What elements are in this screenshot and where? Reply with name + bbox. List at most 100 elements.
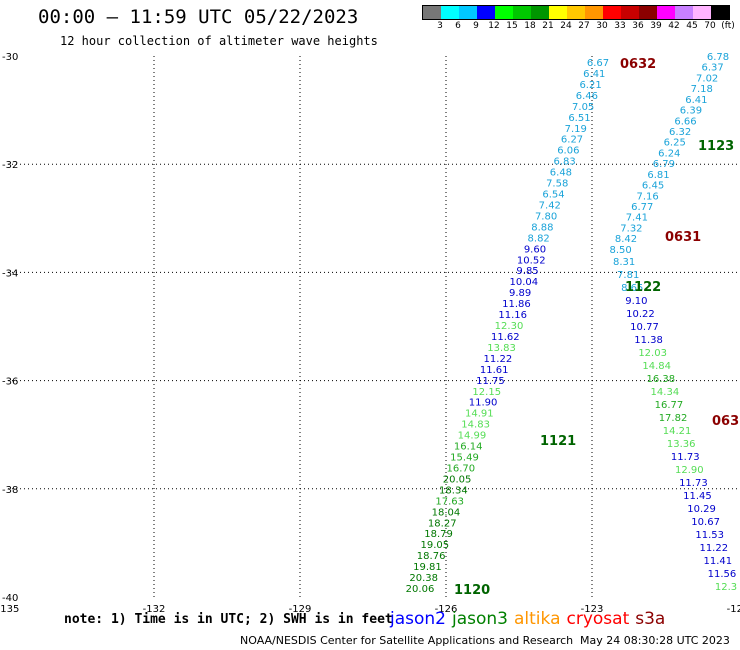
color-scale-label: 24 [560, 21, 572, 31]
wave-height-value: 13.83 [487, 343, 516, 354]
wave-height-value: 12.3 [715, 582, 737, 593]
wave-height-value: 14.21 [663, 426, 692, 437]
color-swatch [621, 6, 639, 19]
wave-height-value: 8.50 [609, 245, 631, 256]
wave-height-value: 10.29 [687, 504, 716, 515]
color-scale-label: 21 [542, 21, 554, 31]
wave-height-value: 8.31 [613, 257, 635, 268]
color-scale-label: 3 [437, 21, 443, 31]
wave-height-value: 6.27 [561, 135, 583, 146]
wave-height-value: 14.91 [465, 409, 494, 420]
track-time-label: 1121 [540, 434, 576, 449]
legend-altika: altika [514, 609, 561, 629]
track-time-label: 1120 [454, 583, 490, 598]
wave-height-value: 17.82 [659, 413, 688, 424]
wave-height-value: 11.45 [683, 491, 712, 502]
wave-height-value: 14.83 [461, 420, 490, 431]
y-tick-label: -34 [2, 268, 18, 279]
wave-height-value: 8.42 [615, 234, 637, 245]
wave-height-value: 7.58 [546, 179, 568, 190]
wave-height-value: 12.90 [675, 465, 704, 476]
wave-height-value: 11.73 [679, 478, 708, 489]
color-scale-label: 45 [686, 21, 698, 31]
color-swatch [459, 6, 477, 19]
wave-height-value: 7.41 [626, 213, 648, 224]
color-scale-label: 39 [650, 21, 662, 31]
color-scale-bar [422, 5, 730, 20]
x-tick-label: -126 [435, 604, 458, 615]
legend-jason2: jason2 [390, 609, 446, 629]
color-swatch [657, 6, 675, 19]
color-swatch [675, 6, 693, 19]
wave-height-value: 18.04 [432, 507, 461, 518]
wave-height-value: 11.90 [469, 398, 498, 409]
wave-height-value: 13.36 [667, 439, 696, 450]
wave-height-value: 12.03 [638, 348, 667, 359]
wave-height-value: 11.62 [491, 332, 520, 343]
map-grid [8, 56, 738, 597]
color-swatch [495, 6, 513, 19]
wave-height-value: 6.67 [587, 58, 609, 69]
wave-height-value: 11.75 [476, 376, 505, 387]
color-scale-label: 27 [578, 21, 590, 31]
track-time-label: 063 [712, 414, 739, 429]
wave-height-value: 12.15 [472, 387, 501, 398]
color-scale-label: 9 [473, 21, 479, 31]
wave-height-value: 18.34 [439, 485, 468, 496]
wave-height-value: 16.14 [454, 442, 483, 453]
wave-height-value: 11.38 [634, 335, 663, 346]
track-time-label: 0632 [620, 57, 656, 72]
wave-height-value: 20.06 [406, 584, 435, 595]
color-scale-label: 15 [506, 21, 518, 31]
wave-height-value: 6.79 [653, 159, 675, 170]
track-time-label: 1123 [698, 139, 734, 154]
color-scale-label: (ft) [721, 21, 735, 31]
wave-height-value: 7.05 [572, 102, 594, 113]
wave-height-value: 14.84 [642, 361, 671, 372]
wave-height-value: 6.21 [579, 80, 601, 91]
wave-height-value: 7.02 [696, 73, 718, 84]
wave-height-value: 8.88 [531, 222, 553, 233]
color-swatch [423, 6, 441, 19]
wave-height-value: 6.39 [680, 106, 702, 117]
x-tick-label: -135 [0, 604, 19, 615]
wave-height-value: 11.53 [695, 530, 724, 541]
wave-height-value: 6.54 [542, 190, 564, 201]
wave-height-value: 6.41 [685, 95, 707, 106]
axis-tick-labels: -135 -132 -129 -126 -123 -120 -30 -32 -34 -36 -38 -… [0, 52, 740, 615]
color-swatch [693, 6, 711, 19]
footer-note: note: 1) Time is in UTC; 2) SWH is in fe… [64, 612, 393, 627]
wave-height-value: 6.32 [669, 127, 691, 138]
color-scale-label: 36 [632, 21, 644, 31]
x-tick-label: -129 [289, 604, 312, 615]
wave-height-value: 6.77 [631, 202, 653, 213]
wave-height-value: 11.56 [708, 569, 737, 580]
color-swatch [711, 6, 729, 19]
wave-height-value: 18.79 [424, 529, 453, 540]
wave-height-value: 15.49 [450, 453, 479, 464]
wave-height-value: 11.16 [498, 310, 527, 321]
wave-height-value: 20.05 [443, 474, 472, 485]
color-swatch [477, 6, 495, 19]
wave-height-value: 18.27 [428, 518, 457, 529]
wave-height-value: 20.38 [409, 573, 438, 584]
color-swatch [531, 6, 549, 19]
wave-height-value: 7.42 [539, 200, 561, 211]
y-tick-label: -40 [2, 593, 18, 604]
wave-height-value: 6.45 [642, 181, 664, 192]
wave-height-value: 14.99 [458, 431, 487, 442]
wave-height-value: 6.06 [557, 146, 579, 157]
wave-height-value: 9.60 [524, 244, 546, 255]
wave-height-value: 11.22 [699, 543, 728, 554]
wave-height-value: 10.67 [691, 517, 720, 528]
wave-height-value: 19.81 [413, 562, 442, 573]
x-tick-label: -120 [727, 604, 740, 615]
wave-height-value: 6.24 [658, 148, 680, 159]
wave-height-value: 17.63 [435, 496, 464, 507]
map-subtitle: 12 hour collection of altimeter wave hei… [60, 34, 378, 48]
color-scale-label: 30 [596, 21, 608, 31]
color-swatch [513, 6, 531, 19]
y-tick-label: -38 [2, 485, 18, 496]
map-title: 00:00 — 11:59 UTC 05/22/2023 [38, 6, 359, 28]
wave-height-value: 6.37 [701, 63, 723, 74]
